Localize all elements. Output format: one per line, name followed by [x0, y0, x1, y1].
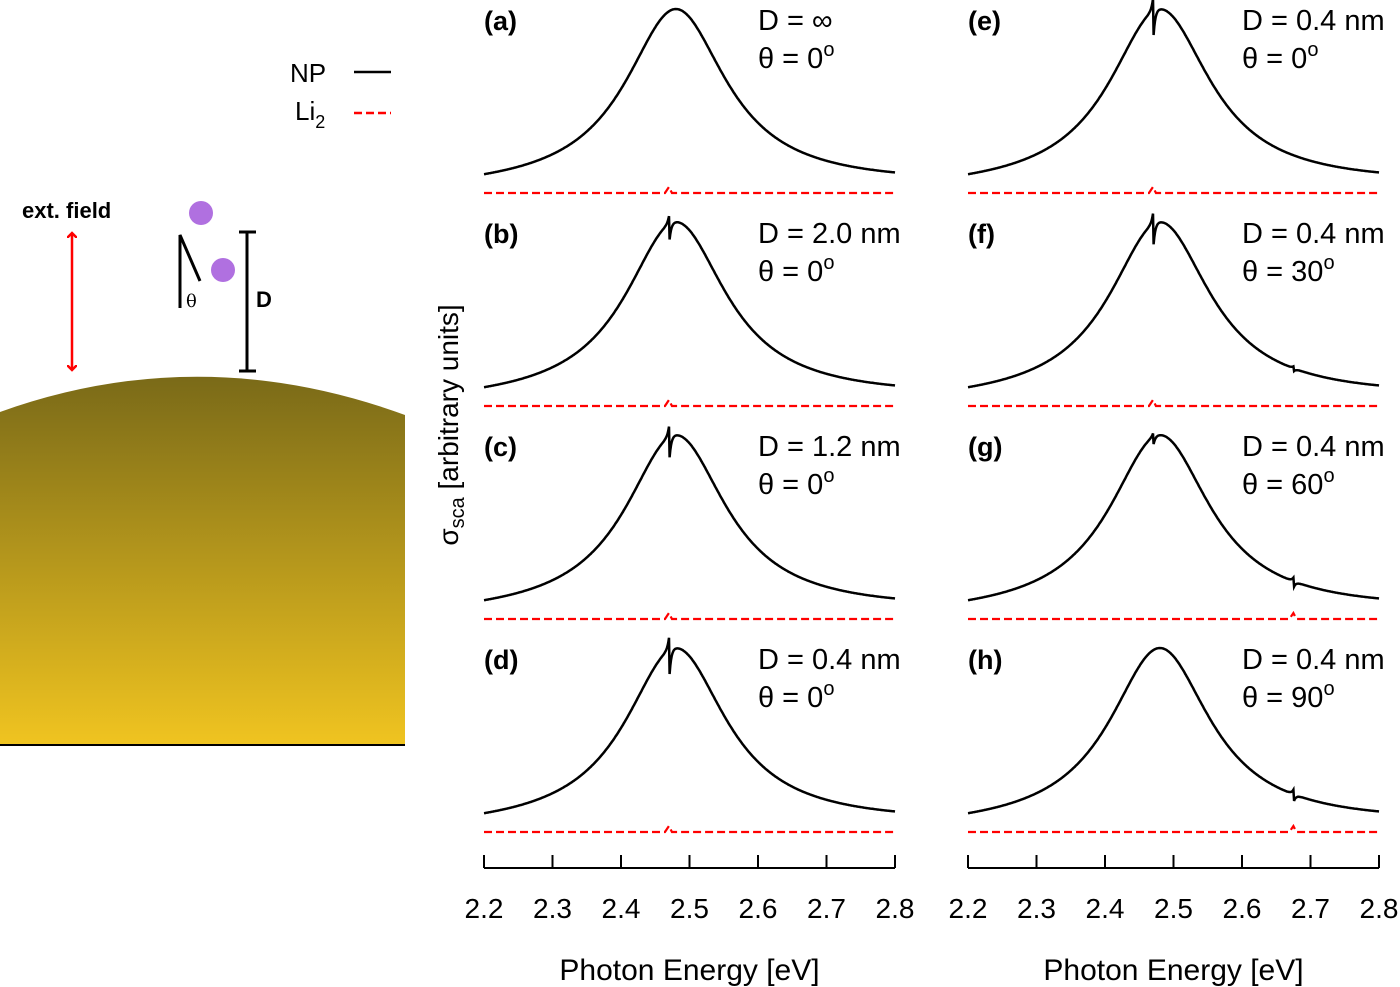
x-tick-label: 2.3 [1017, 893, 1056, 924]
panel-label: (c) [484, 432, 517, 462]
angle-value: θ = 30o [1242, 252, 1335, 288]
np-curve-c [483, 426, 896, 602]
distance-value: D = ∞ [758, 5, 833, 37]
np-curve-e [967, 0, 1380, 176]
schematic: ext. field θ D [0, 198, 405, 746]
distance-label: D [256, 287, 272, 312]
field-label: ext. field [22, 198, 111, 223]
np-curve-b [483, 215, 896, 389]
x-tick-label: 2.7 [1291, 893, 1330, 924]
li2-curve-d [484, 823, 895, 834]
li2-curve-e [968, 184, 1379, 195]
angle-value: θ = 0o [758, 678, 834, 714]
panel-label: (h) [968, 645, 1002, 675]
panel-label: (b) [484, 219, 518, 249]
angle-value: θ = 0o [758, 465, 834, 501]
x-tick-label: 2.2 [949, 893, 988, 924]
angle-value: θ = 0o [758, 252, 834, 288]
x-tick-label: 2.5 [1154, 893, 1193, 924]
li2-curve-g [968, 610, 1379, 621]
angle-value: θ = 90o [1242, 678, 1335, 714]
x-tick-label: 2.4 [1086, 893, 1125, 924]
li2-curve-f [968, 397, 1379, 408]
panel-label: (g) [968, 432, 1002, 462]
nanoparticle [0, 376, 405, 745]
x-tick-label: 2.8 [1360, 893, 1399, 924]
np-curve-g [967, 433, 1380, 602]
x-tick-label: 2.8 [876, 893, 915, 924]
distance-value: D = 1.2 nm [758, 431, 901, 463]
x-tick-label: 2.6 [739, 893, 778, 924]
x-tick-label: 2.4 [602, 893, 641, 924]
x-tick-label: 2.6 [1223, 893, 1262, 924]
li2-curve-c [484, 610, 895, 621]
panel-label: (d) [484, 645, 518, 675]
distance-value: D = 0.4 nm [1242, 644, 1385, 676]
legend-np-label: NP [290, 58, 326, 88]
li-atom-top [189, 201, 213, 225]
distance-value: D = 0.4 nm [1242, 5, 1385, 37]
angle-value: θ = 60o [1242, 465, 1335, 501]
panel-label: (f) [968, 219, 995, 249]
angle-icon [178, 234, 202, 308]
np-curve-f [967, 213, 1380, 389]
angle-value: θ = 0o [758, 39, 834, 75]
x-axis-label: Photon Energy [eV] [559, 954, 819, 987]
plots: (a) D = ∞θ = 0o(b) D = 2.0 nmθ = 0o(c) D = … [465, 0, 1399, 987]
li-atom-bottom [211, 258, 235, 282]
legend: NP Li2 [290, 58, 391, 132]
panel-label: (e) [968, 6, 1001, 36]
distance-value: D = 0.4 nm [1242, 218, 1385, 250]
y-axis-label: σsca [arbitrary units] [433, 304, 469, 545]
distance-value: D = 2.0 nm [758, 218, 901, 250]
angle-label: θ [186, 291, 197, 312]
distance-value: D = 0.4 nm [758, 644, 901, 676]
np-curve-h [967, 646, 1380, 815]
distance-value: D = 0.4 nm [1242, 431, 1385, 463]
x-tick-label: 2.2 [465, 893, 504, 924]
x-axis-label: Photon Energy [eV] [1043, 954, 1303, 987]
legend-li2-label: Li2 [295, 96, 325, 132]
li2-curve-b [484, 397, 895, 408]
np-curve-a [483, 7, 896, 176]
li2-curve-a [484, 184, 895, 195]
li2-curve-h [968, 823, 1379, 834]
panel-label: (a) [484, 6, 517, 36]
x-tick-label: 2.7 [807, 893, 846, 924]
angle-value: θ = 0o [1242, 39, 1318, 75]
x-tick-label: 2.5 [670, 893, 709, 924]
distance-bar-icon [239, 230, 256, 373]
x-tick-label: 2.3 [533, 893, 572, 924]
np-curve-d [483, 637, 896, 815]
